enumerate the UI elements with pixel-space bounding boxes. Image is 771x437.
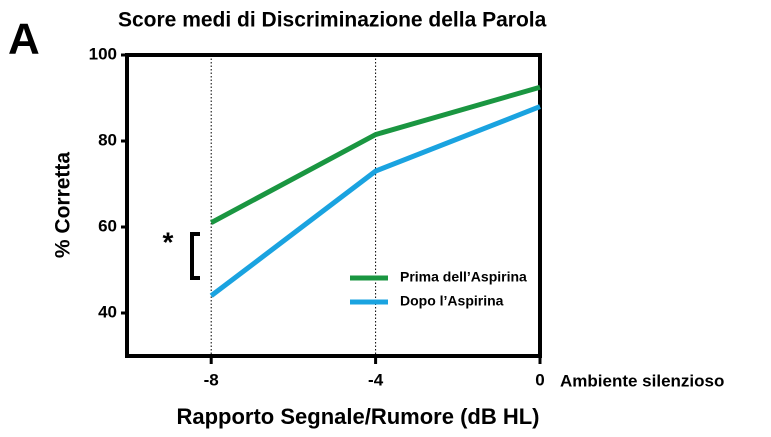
data-line (209, 104, 541, 298)
y-tick-label: 80 (98, 130, 117, 149)
y-tick-label: 60 (98, 216, 117, 235)
panel-label: A (8, 15, 40, 64)
x-tick-label: -4 (368, 370, 384, 389)
legend-label: Prima dell’Aspirina (400, 269, 527, 285)
plot-frame (125, 53, 542, 358)
x-tick-label: -8 (204, 370, 219, 389)
chart-title: Score medi di Discriminazione della Paro… (118, 9, 547, 32)
y-axis-label: % Corretta (52, 152, 75, 259)
significance-bracket (190, 232, 200, 280)
data-line (210, 84, 541, 225)
annotation: Ambiente silenzioso (560, 371, 724, 390)
legend-label: Dopo l’Aspirina (400, 293, 504, 309)
significance-star: * (163, 226, 174, 257)
y-tick-label: 40 (98, 302, 117, 321)
x-tick-label: 0 (535, 370, 544, 389)
y-tick-label: 100 (89, 44, 117, 63)
x-axis-label: Rapporto Segnale/Rumore (dB HL) (176, 404, 539, 429)
